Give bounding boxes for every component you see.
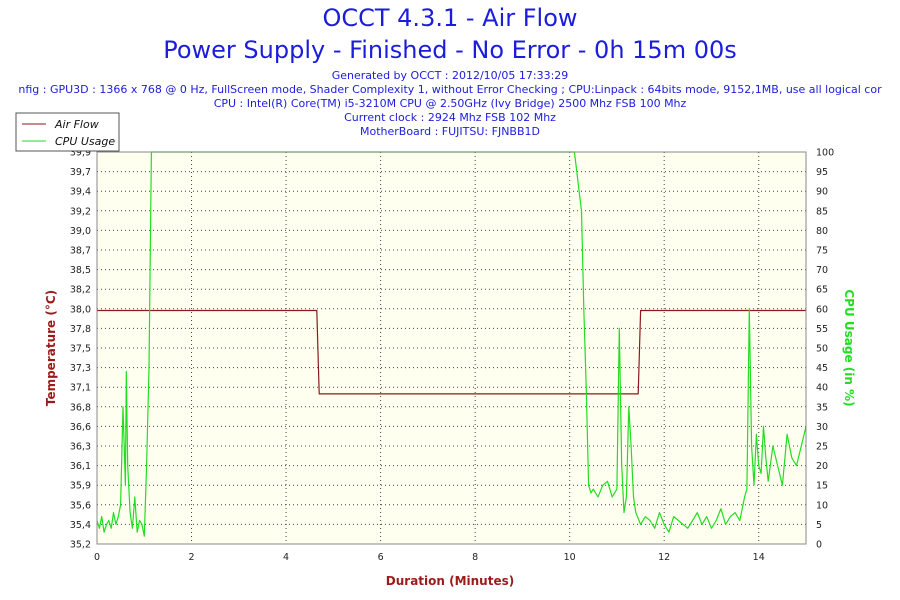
plot-area [97,152,806,544]
chart-subtitle: Power Supply - Finished - No Error - 0h … [163,36,737,64]
y-tick-label-left: 37,1 [70,383,91,394]
x-tick-label: 4 [283,552,289,563]
y-tick-label-left: 39,2 [70,206,91,217]
series-layer [96,151,807,537]
legend-box [15,112,120,152]
y-tick-label-left: 37,8 [70,324,91,335]
y-tick-label-right: 70 [816,265,828,276]
y-tick-label-left: 39,7 [70,167,91,178]
x-tick-label: 6 [378,552,384,563]
y-tick-label-right: 85 [816,206,828,217]
y-tick-label-left: 35,9 [70,481,91,492]
x-tick-label: 8 [472,552,478,563]
y-tick-label-right: 0 [816,540,822,551]
y-tick-label-right: 35 [816,402,828,413]
x-tick-label: 12 [658,552,670,563]
y-tick-label-left: 38,7 [70,246,91,257]
y-tick-label-right: 100 [816,148,834,159]
x-tick-label: 2 [189,552,195,563]
y-tick-label-left: 37,3 [70,363,91,374]
x-axis-label: Duration (Minutes) [386,574,514,588]
y-tick-label-left: 35,4 [70,520,91,531]
x-tick-label: 10 [564,552,576,563]
y-tick-label-left: 38,2 [70,285,91,296]
y-tick-label-right: 80 [816,226,828,237]
y-tick-label-right: 40 [816,383,828,394]
legend-label-cpu: CPU Usage [55,135,115,148]
info-clock: Current clock : 2924 Mhz FSB 102 Mhz [344,111,556,124]
y-tick-label-left: 36,1 [70,461,91,472]
y-tick-label-right: 15 [816,481,828,492]
series-line-airflow [97,309,806,395]
y-tick-label-right: 5 [816,520,822,531]
y-tick-label-left: 38,5 [70,265,91,276]
y-tick-label-left: 36,6 [70,422,91,433]
info-cpu: CPU : Intel(R) Core(TM) i5-3210M CPU @ 2… [213,97,687,110]
y-tick-label-left: 39,4 [70,187,91,198]
y-tick-label-right: 20 [816,461,828,472]
info-generated: Generated by OCCT : 2012/10/05 17:33:29 [331,69,569,82]
info-motherboard: MotherBoard : FUJITSU: FJNBB1D [359,125,540,138]
x-tick-label: 14 [753,552,765,563]
y-tick-label-right: 10 [816,500,828,511]
ticks: 0 2 4 6 8 10 12 14 35,2 35,4 35,6 35,9 36,1 36,3 36,6 3… [70,148,834,564]
y-tick-label-left: 39,9 [70,148,91,159]
legend-label-airflow: Air Flow [54,118,99,131]
y-tick-label-left: 38,0 [70,304,91,315]
y-tick-label-right: 60 [816,304,828,315]
y-tick-label-right: 25 [816,442,828,453]
chart-title: OCCT 4.3.1 - Air Flow [322,4,578,32]
y-axis-label-right: CPU Usage (in %) [842,289,856,406]
grid [97,152,806,544]
plot-frame [96,151,807,545]
y-tick-label-left: 36,3 [70,442,91,453]
y-tick-label-left: 35,6 [70,500,91,511]
y-tick-label-right: 90 [816,187,828,198]
y-tick-label-left: 37,5 [70,344,91,355]
y-tick-label-right: 50 [816,344,828,355]
y-tick-label-right: 95 [816,167,828,178]
y-axis-label-left: Temperature (°C) [44,290,58,406]
x-tick-label: 0 [94,552,100,563]
y-tick-label-left: 35,2 [70,540,91,551]
series-line-cpu [96,151,807,537]
legend: Air Flow CPU Usage [15,112,120,152]
info-config: nfig : GPU3D : 1366 x 768 @ 0 Hz, FullSc… [18,83,882,96]
y-tick-label-right: 55 [816,324,828,335]
y-tick-label-right: 65 [816,285,828,296]
y-tick-label-left: 36,8 [70,402,91,413]
y-tick-label-right: 30 [816,422,828,433]
y-tick-label-right: 45 [816,363,828,374]
y-tick-label-left: 39,0 [70,226,91,237]
y-tick-label-right: 75 [816,246,828,257]
